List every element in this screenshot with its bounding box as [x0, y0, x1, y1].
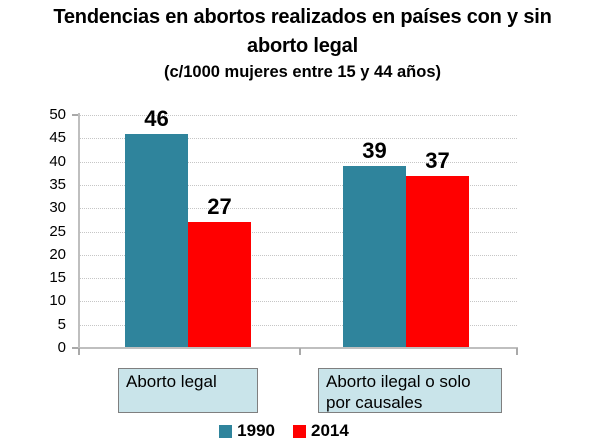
y-axis-tick-label-0: 0 — [57, 339, 66, 356]
gridline-15 — [80, 278, 517, 280]
bar-value-label-2014-aborto-ilegal-o-solo-por-causales: 37 — [425, 147, 450, 173]
gridline-50 — [80, 115, 517, 116]
y-axis-tick-label-20: 20 — [49, 245, 66, 263]
gridline-45 — [80, 138, 517, 140]
y-axis-tick-label-45: 45 — [49, 129, 66, 147]
category-label-aborto-legal: Aborto legal — [118, 368, 258, 413]
chart-subtitle: (c/1000 mujeres entre 15 y 44 años) — [164, 63, 441, 81]
bar-2014-aborto-legal — [188, 222, 251, 348]
bar-value-label-2014-aborto-legal: 27 — [207, 194, 232, 220]
chart-title-line2: aborto legal — [247, 35, 358, 57]
gridline-30 — [80, 208, 517, 210]
legend-item-2014: 2014 — [293, 421, 349, 441]
legend-label-1990: 1990 — [237, 421, 275, 440]
legend-item-1990: 1990 — [219, 421, 275, 441]
chart-title-line1: Tendencias en abortos realizados en país… — [53, 6, 552, 28]
x-axis-tick-2 — [516, 348, 518, 355]
x-axis-line — [78, 347, 518, 349]
y-axis-tick-label-5: 5 — [57, 315, 66, 333]
legend-swatch-1990 — [219, 424, 233, 438]
chart-title: Tendencias en abortos realizados en país… — [0, 3, 605, 61]
y-axis-tick-label-40: 40 — [49, 152, 66, 170]
bar-2014-aborto-ilegal-o-solo-por-causales — [406, 175, 469, 348]
y-axis-tick-50 — [72, 114, 78, 116]
gridline-25 — [80, 231, 517, 233]
bar-1990-aborto-ilegal-o-solo-por-causales — [343, 166, 406, 348]
y-axis-tick-0 — [72, 347, 78, 349]
gridline-10 — [80, 301, 517, 303]
x-axis-tick-0 — [78, 348, 80, 355]
bar-value-label-1990-aborto-ilegal-o-solo-por-causales: 39 — [362, 138, 387, 164]
gridline-40 — [80, 161, 517, 163]
legend-swatch-2014 — [293, 424, 306, 438]
gridline-5 — [80, 324, 517, 326]
gridline-35 — [80, 184, 517, 186]
legend: 1990 2014 — [0, 421, 568, 441]
bar-1990-aborto-legal — [125, 133, 188, 348]
category-label-aborto-ilegal-o-solo-por-causales: Aborto ilegal o solo por causales — [318, 368, 502, 413]
bar-value-label-1990-aborto-legal: 46 — [144, 105, 169, 131]
y-axis-tick-label-30: 30 — [49, 199, 66, 217]
y-axis-tick-label-35: 35 — [49, 175, 66, 193]
x-axis-tick-1 — [299, 348, 301, 355]
y-axis-tick-label-15: 15 — [49, 269, 66, 287]
y-axis-line — [78, 113, 80, 349]
legend-label-2014: 2014 — [311, 421, 349, 440]
y-axis-tick-label-10: 10 — [49, 292, 66, 310]
y-axis-tick-label-50: 50 — [49, 106, 66, 123]
y-axis-tick-label-25: 25 — [49, 222, 66, 240]
gridline-20 — [80, 254, 517, 256]
